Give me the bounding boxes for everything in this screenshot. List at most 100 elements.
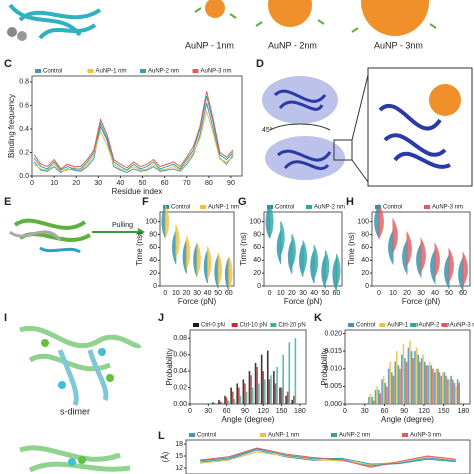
violin-half: [207, 246, 212, 280]
x-tick-label: 10: [389, 290, 397, 297]
x-tick-label: 180: [294, 408, 306, 415]
bar: [369, 393, 372, 404]
bar: [418, 361, 421, 404]
legend-label: Control: [43, 69, 62, 75]
bar: [455, 386, 457, 404]
violin-half: [224, 257, 230, 291]
bar: [427, 365, 429, 404]
violin-half: [420, 237, 426, 274]
bar: [451, 379, 454, 404]
x-tick-label: 60: [223, 408, 231, 415]
bar: [420, 358, 423, 404]
legend-swatch: [379, 323, 386, 327]
legend-label: AuNP-1 nm: [387, 323, 418, 329]
y-tick-label: 100: [357, 218, 369, 225]
x-axis-label: Force (pN): [402, 297, 441, 306]
x-tick-label: 150: [438, 408, 450, 415]
bar: [233, 399, 236, 404]
legend-label: Control: [356, 323, 375, 329]
bar: [238, 387, 240, 404]
y-tick-label: 100: [249, 218, 261, 225]
panel-label: H: [346, 196, 354, 208]
x-tick-label: 20: [72, 180, 80, 187]
violin-half: [291, 234, 296, 268]
y-tick-label: 0.6: [19, 102, 29, 109]
violin-half: [406, 230, 412, 267]
x-tick-label: 120: [418, 408, 430, 415]
legend-swatch: [410, 323, 417, 327]
bar: [432, 368, 434, 404]
plot-frame: [263, 211, 343, 287]
y-tick-label: 0.010: [324, 366, 342, 373]
bar: [402, 344, 405, 404]
bar: [442, 372, 444, 404]
y-axis-label: Time (ns): [239, 232, 248, 266]
plot-frame: [185, 439, 471, 474]
y-tick-label: 0: [153, 283, 157, 290]
bar: [456, 379, 459, 404]
panel-d-illustration: [262, 67, 473, 187]
y-axis-label: Binding frequency: [7, 94, 16, 158]
y-tick-label: 0.00: [173, 401, 187, 408]
legend-label: AuNP-2 nm: [314, 205, 345, 211]
x-tick-label: 180: [458, 408, 470, 415]
violin-half: [335, 254, 341, 288]
legend-label: AuNP-3 nm: [201, 69, 232, 75]
x-tick-label: 0: [188, 408, 192, 415]
bar: [250, 375, 252, 404]
panel-label: F: [142, 196, 149, 208]
legend-label: Control: [383, 205, 402, 211]
x-tick-label: 0: [343, 408, 347, 415]
legend-swatch: [231, 323, 238, 327]
panel-e-illustration: [9, 218, 145, 254]
legend-label: AuNP-2 nm: [419, 323, 450, 329]
bar: [239, 395, 242, 404]
bar: [387, 368, 390, 404]
violin-half: [175, 224, 180, 258]
legend-swatch: [189, 433, 195, 437]
legend-swatch: [331, 433, 337, 437]
bar: [254, 362, 257, 404]
violin-half: [287, 240, 293, 274]
x-tick-label: 150: [276, 408, 288, 415]
y-tick-label: 0.04: [173, 368, 187, 375]
series-line: [200, 451, 456, 466]
y-tick-label: 0.08: [173, 335, 187, 342]
bar: [437, 368, 439, 404]
bar: [401, 354, 403, 404]
bar: [224, 395, 226, 404]
bar: [440, 375, 443, 404]
bar: [391, 372, 393, 404]
x-tick-label: 30: [417, 290, 425, 297]
violin-half: [458, 256, 464, 293]
x-tick-label: 30: [299, 290, 307, 297]
bar: [389, 361, 392, 404]
panel-i-illustration: [19, 325, 142, 473]
bar: [382, 375, 385, 404]
bar: [230, 387, 232, 404]
bar: [379, 393, 382, 404]
bar: [294, 338, 297, 404]
bar: [458, 382, 461, 404]
x-tick-label: 90: [400, 408, 408, 415]
x-tick-label: 90: [227, 180, 235, 187]
x-tick-label: 60: [225, 290, 233, 297]
series-line: [33, 102, 234, 174]
series-line: [200, 447, 456, 468]
plot-frame: [159, 211, 235, 287]
y-tick-label: 0: [365, 283, 369, 290]
legend-label: Control: [171, 205, 190, 211]
bar: [286, 391, 289, 404]
violin-half: [302, 240, 308, 274]
y-axis-label: Time (ns): [347, 232, 356, 266]
bar: [412, 358, 414, 404]
violin-half: [185, 236, 191, 270]
bar: [396, 351, 398, 404]
x-axis-label: Force (pN): [284, 297, 323, 306]
rotation-label: 45°: [262, 126, 273, 134]
bar: [399, 368, 401, 404]
violin-half: [313, 245, 319, 279]
x-tick-label: 0: [377, 290, 381, 297]
violin-half: [392, 217, 398, 254]
x-tick-label: 10: [277, 290, 285, 297]
